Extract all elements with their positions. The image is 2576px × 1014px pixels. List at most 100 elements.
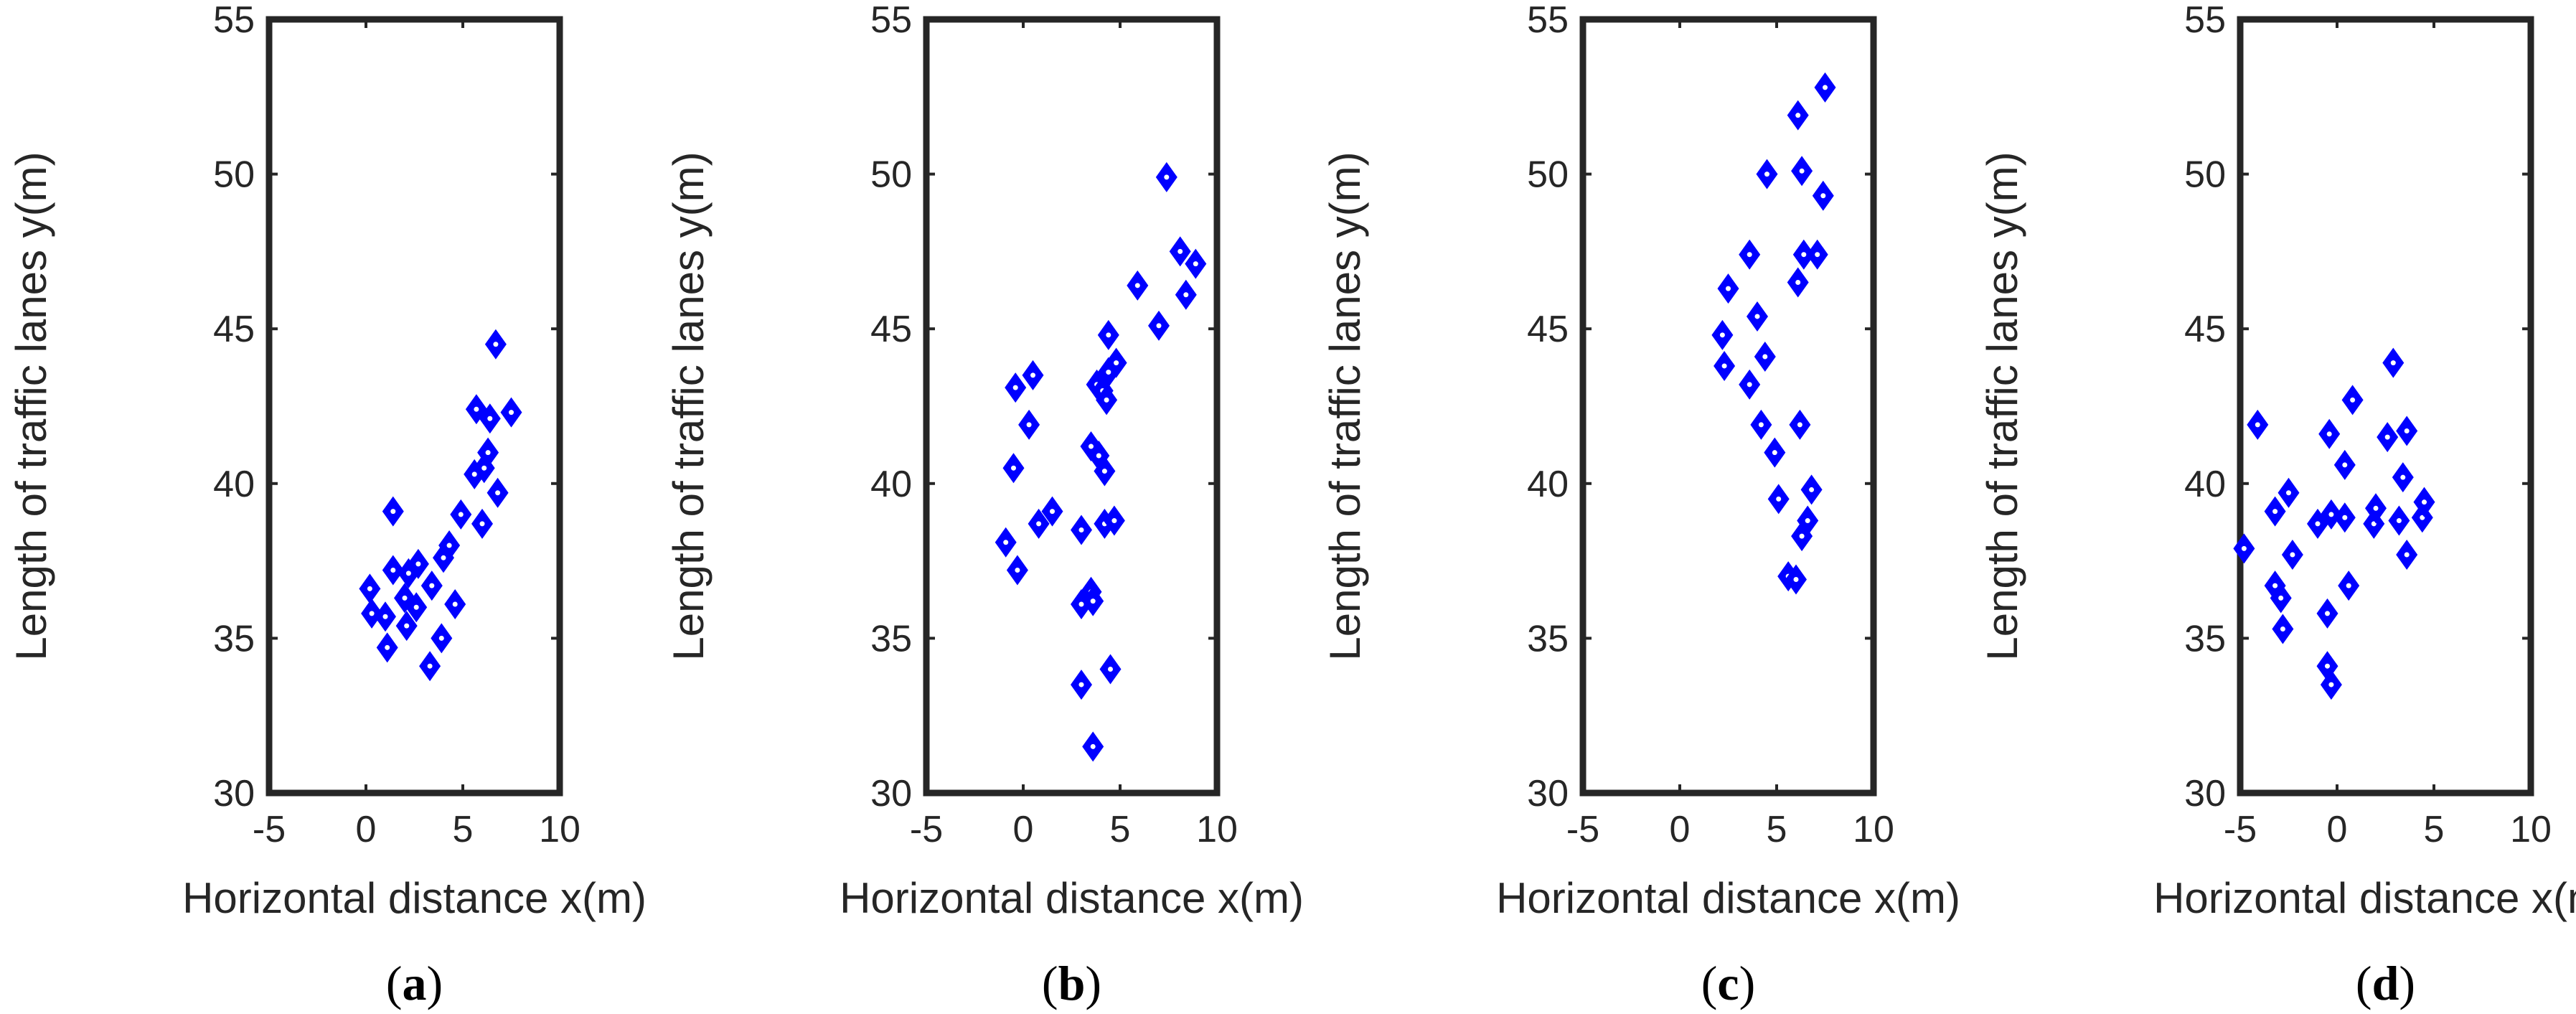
panel-d: -5 0 5 10 30 35 40 45 50 55 Horizontal distance x(… (1978, 0, 2576, 1010)
data-point-center (1003, 540, 1009, 545)
data-point-center (415, 561, 421, 567)
data-point-center (452, 601, 458, 607)
data-point-center (1758, 422, 1764, 428)
data-point-center (367, 586, 372, 591)
data-point-center (495, 490, 501, 496)
data-point-center (1719, 332, 1725, 338)
x-tick-label: -5 (1566, 809, 1599, 850)
y-tick-label: 50 (870, 154, 912, 196)
data-point-center (487, 416, 493, 421)
data-point-center (2396, 518, 2402, 524)
data-point-center (1764, 172, 1769, 177)
data-point-center (2241, 545, 2247, 551)
y-tick-label: 45 (870, 309, 912, 350)
y-tick-label: 45 (2184, 309, 2226, 350)
data-point-center (481, 465, 487, 471)
y-axis-label: Length of traffic lanes y(m) (7, 151, 55, 660)
data-point-center (1026, 422, 1032, 428)
y-tick-label: 30 (870, 773, 912, 815)
data-point-center (485, 450, 491, 456)
data-point-center (2326, 431, 2332, 437)
data-point-center (1820, 193, 1826, 199)
data-point-center (1015, 568, 1020, 573)
data-point-center (2342, 462, 2348, 468)
data-point-center (2400, 474, 2406, 480)
data-point-center (1772, 450, 1777, 456)
x-tick-label: 5 (1110, 809, 1131, 850)
data-point-center (2350, 397, 2356, 403)
plot-frame (265, 16, 563, 797)
x-tick-label: -5 (2224, 809, 2257, 850)
data-point-center (509, 410, 514, 416)
data-point-center (2422, 499, 2427, 505)
x-axis-label: Horizontal distance x(m) (1496, 874, 1960, 922)
panel-a: -5 0 5 10 30 35 40 45 50 55 Horizontal distance x(… (7, 0, 647, 1010)
data-point-center (479, 521, 485, 527)
data-point-center (2255, 422, 2260, 428)
data-point-center (1164, 174, 1170, 180)
data-point-center (2346, 583, 2351, 588)
x-tick-label: 10 (2510, 809, 2552, 850)
data-point-center (1011, 465, 1016, 471)
data-point-center (2373, 505, 2379, 511)
data-point-center (369, 611, 375, 616)
data-point-center (2315, 521, 2321, 527)
data-point-center (390, 568, 396, 573)
data-point-center (1050, 509, 1055, 515)
panel-c: -5 0 5 10 30 35 40 45 50 55 Horizontal distance x(… (1321, 0, 1960, 1010)
data-point-center (1747, 252, 1752, 258)
x-tick-label: 10 (539, 809, 580, 850)
data-point-center (2384, 434, 2390, 440)
data-point-center (1747, 382, 1752, 388)
data-point-center (1183, 292, 1189, 298)
data-point-center (1114, 360, 1119, 366)
y-tick-label: 50 (213, 154, 255, 196)
x-axis-label: Horizontal distance x(m) (182, 874, 647, 922)
data-point-center (382, 614, 388, 619)
y-tick-label: 45 (213, 309, 255, 350)
x-tick-label: 0 (1013, 809, 1034, 850)
data-point-center (404, 623, 410, 629)
data-point-center (2404, 552, 2410, 558)
data-point-center (1721, 363, 1727, 369)
data-point-center (1012, 385, 1018, 390)
y-tick-label: 35 (213, 618, 255, 659)
x-tick-label: 0 (1670, 809, 1691, 850)
data-point-center (1823, 85, 1828, 90)
data-point-center (1078, 682, 1084, 687)
y-tick-label: 30 (2184, 773, 2226, 815)
y-tick-label: 30 (1527, 773, 1569, 815)
x-tick-label: -5 (253, 809, 286, 850)
y-axis-label: Length of traffic lanes y(m) (1978, 151, 2026, 660)
plot-frame (1579, 16, 1877, 797)
x-axis-label: Horizontal distance x(m) (840, 874, 1304, 922)
plot-frame (923, 16, 1221, 797)
panel-caption: (a) (386, 956, 443, 1010)
x-axis-label: Horizontal distance x(m) (2153, 874, 2576, 922)
data-point-center (1776, 496, 1782, 502)
y-tick-label: 40 (2184, 464, 2226, 505)
data-point-center (1111, 518, 1117, 524)
panel-caption: (c) (1701, 956, 1756, 1010)
data-point-center (458, 512, 464, 517)
data-point-center (1106, 370, 1111, 375)
panel-caption: (b) (1042, 956, 1101, 1010)
data-point-center (1795, 280, 1801, 286)
data-point-center (405, 571, 411, 576)
data-point-center (2342, 515, 2348, 520)
data-point-center (446, 543, 452, 548)
data-point-center (1106, 332, 1111, 338)
data-point-center (474, 406, 479, 412)
data-point-center (1795, 113, 1801, 118)
panel-b: -5 0 5 10 30 35 40 45 50 55 Horizontal distance x(… (664, 0, 1304, 1010)
data-point-center (441, 555, 446, 560)
data-point-center (2371, 521, 2377, 527)
y-axis-label: Length of traffic lanes y(m) (664, 151, 713, 660)
data-point-center (471, 471, 477, 477)
x-tick-label: 5 (2424, 809, 2445, 850)
y-tick-label: 30 (213, 773, 255, 815)
data-point-center (390, 509, 396, 515)
data-point-center (2420, 515, 2425, 520)
data-point-center (2390, 360, 2396, 366)
